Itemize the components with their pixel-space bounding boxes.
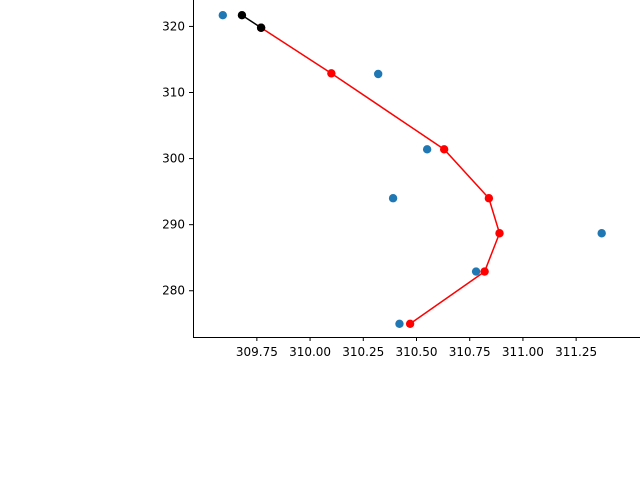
y-axis-ticks: 280 290 300 310 320 [162, 19, 193, 298]
data-point [597, 229, 606, 238]
data-point [480, 267, 489, 276]
series-0 [218, 10, 606, 328]
y-tick-label: 290 [162, 218, 185, 232]
x-tick-label: 311.00 [502, 345, 544, 359]
data-point [373, 69, 383, 79]
x-tick-label: 310.50 [396, 345, 438, 359]
data-point [405, 319, 415, 328]
x-tick-label: 309.75 [236, 345, 278, 359]
series-2 [237, 10, 266, 32]
x-tick-label: 311.25 [555, 345, 597, 359]
data-point [395, 319, 404, 328]
data-point [256, 23, 266, 32]
x-tick-label: 310.75 [449, 345, 491, 359]
y-tick-label: 310 [162, 86, 185, 100]
x-tick-label: 310.25 [342, 345, 384, 359]
data-point [237, 10, 247, 20]
data-point [422, 145, 432, 154]
data-point [327, 69, 336, 78]
series-1 [256, 23, 504, 328]
axes-frame [193, 0, 640, 338]
data-point [439, 145, 449, 154]
data-point [388, 194, 398, 203]
y-tick-label: 300 [162, 152, 185, 166]
data-point [484, 194, 494, 203]
plot-area [218, 10, 606, 328]
y-tick-label: 320 [162, 19, 185, 33]
data-point [495, 229, 504, 238]
x-tick-label: 310.00 [289, 345, 331, 359]
x-axis-ticks: 309.75 310.00 310.25 310.50 310.75 311.00 311.… [236, 337, 597, 359]
data-point [471, 267, 481, 276]
y-tick-label: 280 [162, 284, 185, 298]
data-point [218, 10, 227, 20]
